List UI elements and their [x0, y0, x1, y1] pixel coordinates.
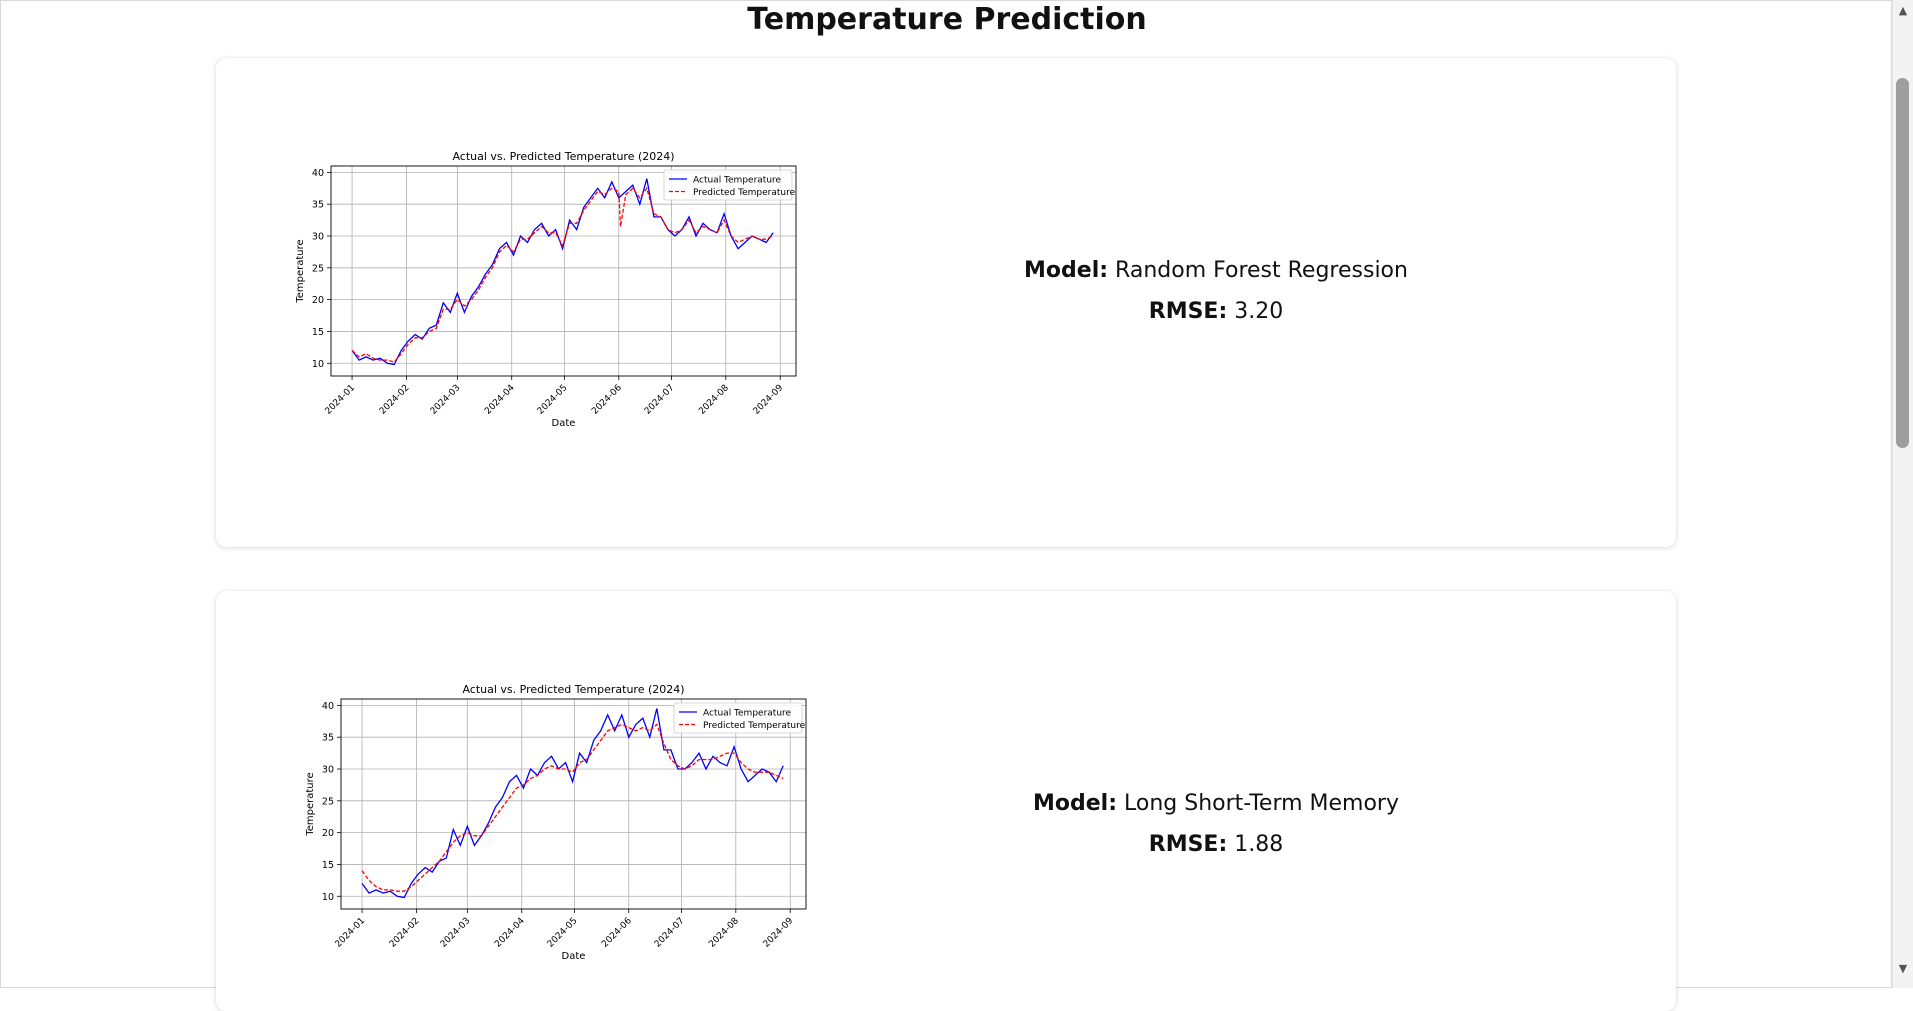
series-line: [351, 186, 774, 363]
series-line: [361, 708, 784, 899]
legend-label: Actual Temperature: [703, 709, 792, 719]
y-tick-label: 40: [312, 168, 324, 179]
model-card-random-forest: Actual vs. Predicted Temperature (2024) 1…: [216, 58, 1676, 547]
model-card-lstm: Actual vs. Predicted Temperature (2024) 1…: [216, 591, 1676, 1011]
chart-title: Actual vs. Predicted Temperature (2024): [462, 683, 684, 696]
rmse-value: 3.20: [1234, 299, 1284, 324]
model-label: Model:: [1024, 258, 1109, 283]
model-label: Model:: [1033, 791, 1118, 816]
x-tick-label: 2024-07: [643, 383, 677, 417]
y-tick-label: 35: [312, 200, 324, 211]
rmse-line: RMSE: 3.20: [1016, 299, 1416, 324]
x-tick-label: 2024-02: [388, 916, 422, 950]
y-tick-label: 15: [312, 327, 324, 338]
rmse-value: 1.88: [1234, 832, 1284, 857]
rmse-label: RMSE:: [1148, 832, 1228, 857]
x-tick-label: 2024-06: [600, 916, 634, 950]
plot-frame: [340, 698, 807, 910]
y-axis-label: Temperature: [295, 239, 306, 303]
scroll-thumb[interactable]: [1896, 78, 1909, 448]
legend-label: Predicted Temperature: [703, 721, 806, 731]
model-info: Model: Random Forest Regression RMSE: 3.…: [1016, 258, 1416, 340]
page-title: Temperature Prediction: [747, 2, 1147, 37]
legend-label: Predicted Temperature: [693, 188, 796, 198]
x-axis-label: Date: [552, 418, 576, 429]
x-tick-label: 2024-08: [707, 916, 741, 950]
y-tick-label: 20: [322, 828, 334, 839]
x-tick-label: 2024-08: [697, 383, 731, 417]
model-name: Long Short-Term Memory: [1124, 791, 1399, 816]
x-tick-label: 2024-09: [762, 916, 796, 950]
y-tick-label: 20: [312, 295, 324, 306]
y-tick-label: 35: [322, 733, 334, 744]
y-tick-label: 10: [312, 359, 324, 370]
y-tick-label: 30: [322, 765, 334, 776]
x-tick-label: 2024-04: [483, 383, 517, 417]
y-tick-label: 25: [312, 263, 324, 274]
series-line: [361, 723, 784, 892]
temperature-chart-rf: Actual vs. Predicted Temperature (2024) 1…: [295, 150, 797, 429]
rmse-label: RMSE:: [1148, 299, 1228, 324]
y-tick-label: 15: [322, 860, 334, 871]
legend-label: Actual Temperature: [693, 176, 782, 186]
x-tick-label: 2024-03: [439, 916, 473, 950]
rmse-line: RMSE: 1.88: [1016, 832, 1416, 857]
y-tick-label: 10: [322, 892, 334, 903]
x-tick-label: 2024-09: [752, 383, 786, 417]
x-tick-label: 2024-01: [334, 916, 368, 950]
legend-box: [663, 169, 793, 201]
model-line: Model: Random Forest Regression: [1016, 258, 1416, 283]
temperature-chart-lstm: Actual vs. Predicted Temperature (2024) 1…: [305, 683, 807, 962]
chart-title: Actual vs. Predicted Temperature (2024): [452, 150, 674, 163]
model-line: Model: Long Short-Term Memory: [1016, 791, 1416, 816]
y-axis-label: Temperature: [305, 772, 316, 836]
model-info: Model: Long Short-Term Memory RMSE: 1.88: [1016, 791, 1416, 873]
scroll-down-icon[interactable]: ▼: [1898, 962, 1908, 975]
x-tick-label: 2024-03: [429, 383, 463, 417]
model-name: Random Forest Regression: [1115, 258, 1408, 283]
legend-box: [673, 702, 803, 734]
series-line: [351, 178, 774, 366]
plot-frame: [330, 165, 797, 377]
x-tick-label: 2024-02: [378, 383, 412, 417]
y-tick-label: 25: [322, 796, 334, 807]
x-tick-label: 2024-01: [324, 383, 358, 417]
x-tick-label: 2024-05: [546, 916, 580, 950]
x-tick-label: 2024-05: [536, 383, 570, 417]
y-tick-label: 40: [322, 701, 334, 712]
page-frame: Temperature Prediction Actual vs. Predic…: [0, 0, 1892, 988]
y-tick-label: 30: [312, 232, 324, 243]
x-tick-label: 2024-06: [590, 383, 624, 417]
x-tick-label: 2024-07: [653, 916, 687, 950]
scroll-up-icon[interactable]: ▲: [1898, 4, 1908, 17]
x-tick-label: 2024-04: [493, 916, 527, 950]
vertical-scrollbar[interactable]: ▲ ▼: [1892, 0, 1913, 988]
x-axis-label: Date: [562, 951, 586, 962]
